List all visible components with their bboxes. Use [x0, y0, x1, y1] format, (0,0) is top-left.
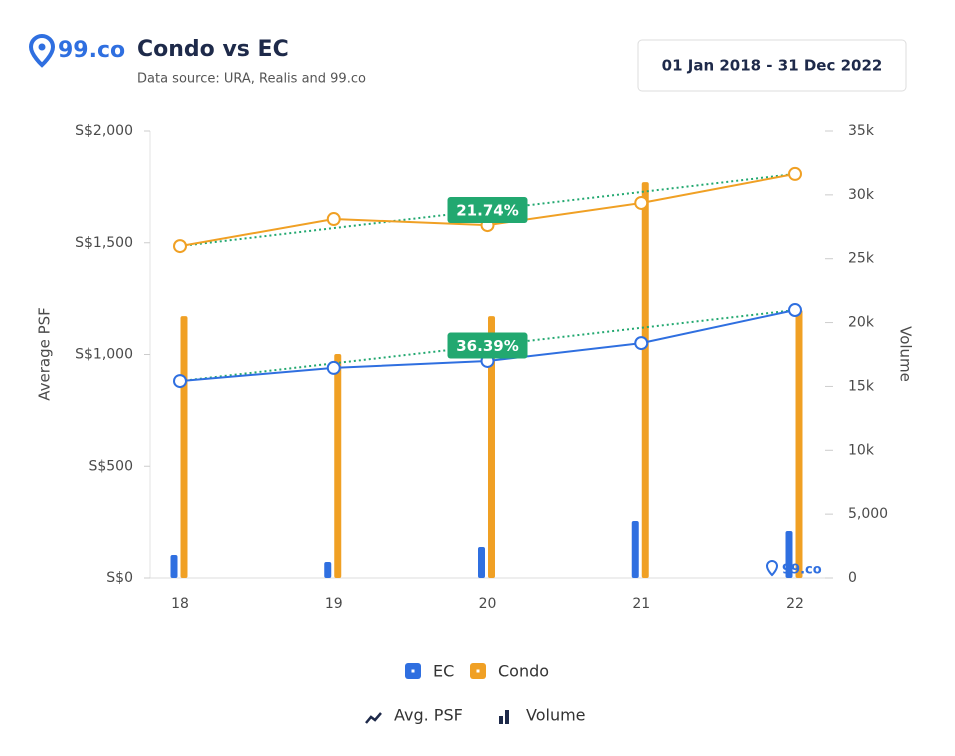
y2-tick-label: 15k — [848, 378, 875, 394]
legend-label[interactable]: Condo — [498, 662, 549, 681]
logo: 99.co — [28, 33, 125, 68]
psf-point — [326, 360, 341, 375]
psf-point — [326, 212, 341, 227]
legend-label[interactable]: EC — [433, 662, 454, 681]
y2-tick-label: 30k — [848, 187, 875, 203]
legend-bar-icon — [505, 710, 509, 724]
psf-point — [173, 374, 187, 389]
volume-bar — [631, 521, 639, 578]
date-button[interactable] — [637, 39, 907, 92]
type-legend-label[interactable]: Avg. PSF — [394, 706, 463, 725]
x-tick-label: 20 — [479, 596, 497, 612]
y-tick-label: S$0 — [106, 570, 133, 586]
y2-tick-label: 25k — [848, 251, 875, 267]
volume-bar — [334, 353, 342, 578]
psf-point — [634, 336, 649, 351]
subtitle: Data source: URA, Realis and 99.co — [137, 72, 366, 87]
legend-line-icon — [365, 712, 382, 724]
date-range[interactable]: 01 Jan 2018 - 31 Dec 2022 — [662, 57, 883, 75]
volume-bar — [478, 546, 485, 578]
y2-tick-label: 0 — [848, 570, 857, 586]
x-tick-label: 22 — [786, 596, 804, 612]
trend-line — [179, 172, 796, 248]
legend-bar-icon — [499, 716, 503, 724]
trend-line — [179, 309, 796, 383]
volume-bar — [180, 316, 188, 578]
annotation-text: 21.74% — [456, 202, 518, 220]
x-tick-label: 19 — [325, 596, 343, 612]
y2-axis-label: Volume — [897, 326, 915, 382]
volume-bar — [488, 316, 495, 578]
y-tick-label: S$500 — [88, 458, 133, 474]
title: Condo vs EC — [137, 37, 289, 62]
y-tick-label: S$1,000 — [75, 347, 133, 363]
y2-tick-label: 35k — [848, 123, 875, 139]
volume-bar — [324, 562, 332, 578]
y-tick-label: S$1,500 — [75, 235, 133, 251]
y2-tick-label: 20k — [848, 315, 875, 331]
legend-swatch-dot — [411, 669, 415, 673]
psf-point — [788, 303, 802, 318]
legend-swatch-dot — [476, 669, 480, 673]
y2-tick-label: 5,000 — [848, 506, 888, 522]
psf-point — [788, 166, 802, 181]
y-tick-label: S$2,000 — [75, 123, 133, 139]
y2-tick-label: 10k — [848, 442, 875, 458]
logo-pin — [28, 33, 56, 68]
x-tick-label: 18 — [171, 596, 189, 612]
volume-bar — [170, 555, 178, 578]
y-axis-label: Average PSF — [36, 307, 54, 401]
psf-point — [634, 195, 649, 210]
annotation-box — [447, 197, 528, 224]
volume-bar — [795, 309, 803, 578]
annotation-text: 36.39% — [456, 337, 518, 355]
x-tick-label: 21 — [632, 596, 650, 612]
watermark: 99.co — [782, 563, 822, 578]
watermark-pin — [765, 559, 779, 577]
type-legend-label[interactable]: Volume — [526, 706, 586, 725]
volume-bar — [785, 531, 793, 578]
annotation-box — [447, 332, 528, 359]
logo-dot — [38, 43, 46, 51]
logo-text: 99.co — [58, 38, 125, 63]
psf-point — [173, 239, 187, 254]
volume-bar — [641, 182, 649, 579]
